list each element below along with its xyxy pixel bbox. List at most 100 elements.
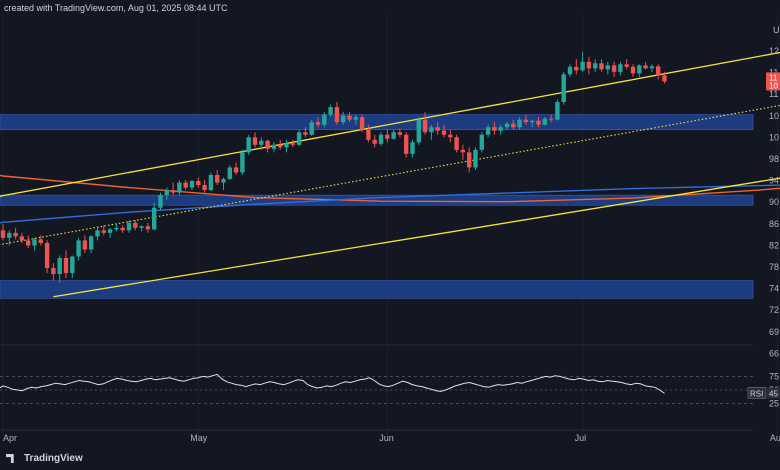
candle-bearish[interactable] xyxy=(82,235,88,253)
candle-bullish[interactable] xyxy=(567,64,573,77)
candle-bearish[interactable] xyxy=(170,182,176,196)
candle-bullish[interactable] xyxy=(32,237,37,251)
candle-bullish[interactable] xyxy=(649,64,655,72)
candle-bullish[interactable] xyxy=(259,137,264,150)
candle-bullish[interactable] xyxy=(114,224,119,232)
candle-bearish[interactable] xyxy=(448,129,453,143)
candle-bearish[interactable] xyxy=(101,225,106,236)
candle-bullish[interactable] xyxy=(416,117,421,145)
candle-bullish[interactable] xyxy=(271,142,277,153)
candle-bearish[interactable] xyxy=(366,124,371,143)
candles[interactable] xyxy=(0,51,667,284)
candle-bullish[interactable] xyxy=(328,104,333,118)
candle-bullish[interactable] xyxy=(89,235,94,253)
candle-bullish[interactable] xyxy=(391,129,396,140)
candle-bearish[interactable] xyxy=(404,132,409,158)
candle-bearish[interactable] xyxy=(145,222,151,233)
candle-bearish[interactable] xyxy=(265,139,270,153)
candle-bullish[interactable] xyxy=(158,192,163,211)
candle-bullish[interactable] xyxy=(139,225,144,232)
candle-bearish[interactable] xyxy=(44,240,50,274)
candle-bullish[interactable] xyxy=(378,132,384,146)
candle-bullish[interactable] xyxy=(542,117,547,126)
candle-bullish[interactable] xyxy=(126,220,132,233)
candle-bearish[interactable] xyxy=(656,64,661,80)
candle-bullish[interactable] xyxy=(296,129,302,146)
candle-bearish[interactable] xyxy=(315,117,321,128)
candle-bullish[interactable] xyxy=(530,119,535,128)
candle-bullish[interactable] xyxy=(593,59,598,72)
candle-bullish[interactable] xyxy=(76,237,81,261)
candle-bearish[interactable] xyxy=(13,227,18,240)
candle-bearish[interactable] xyxy=(38,235,43,246)
candle-bearish[interactable] xyxy=(574,59,579,75)
candle-bearish[interactable] xyxy=(215,169,220,186)
candle-bearish[interactable] xyxy=(334,102,340,125)
candle-bullish[interactable] xyxy=(473,147,478,170)
candle-bearish[interactable] xyxy=(183,180,188,191)
candle-bearish[interactable] xyxy=(492,122,497,135)
candle-bullish[interactable] xyxy=(227,164,232,181)
candle-bearish[interactable] xyxy=(233,162,239,175)
candle-bullish[interactable] xyxy=(637,64,642,77)
candle-bearish[interactable] xyxy=(133,220,138,231)
candle-bullish[interactable] xyxy=(152,202,157,231)
candle-bearish[interactable] xyxy=(611,61,617,77)
candle-bullish[interactable] xyxy=(479,132,484,153)
candle-bearish[interactable] xyxy=(19,232,25,243)
candle-bullish[interactable] xyxy=(95,227,100,241)
candle-bearish[interactable] xyxy=(385,129,390,143)
candle-bullish[interactable] xyxy=(309,119,314,136)
candle-bearish[interactable] xyxy=(523,114,529,125)
candle-bearish[interactable] xyxy=(252,132,258,148)
candle-bearish[interactable] xyxy=(586,56,592,75)
candle-bearish[interactable] xyxy=(454,134,459,153)
candle-bullish[interactable] xyxy=(70,255,75,279)
candle-bearish[interactable] xyxy=(397,128,403,138)
candle-bearish[interactable] xyxy=(536,117,541,128)
candle-bullish[interactable] xyxy=(164,187,169,201)
candle-bearish[interactable] xyxy=(26,235,31,248)
candle-bearish[interactable] xyxy=(63,250,69,279)
candle-bearish[interactable] xyxy=(51,263,56,281)
candle-bearish[interactable] xyxy=(548,114,554,123)
candle-bearish[interactable] xyxy=(511,119,516,130)
candle-bullish[interactable] xyxy=(177,180,182,196)
candle-bearish[interactable] xyxy=(630,64,636,77)
candle-bullish[interactable] xyxy=(341,112,346,125)
candle-bullish[interactable] xyxy=(221,177,226,191)
candle-bullish[interactable] xyxy=(284,139,289,153)
candle-bullish[interactable] xyxy=(555,99,560,121)
candle-bearish[interactable] xyxy=(624,59,629,70)
candle-bullish[interactable] xyxy=(410,139,415,158)
candle-bearish[interactable] xyxy=(359,114,365,133)
candle-bearish[interactable] xyxy=(599,59,604,72)
candle-bearish[interactable] xyxy=(290,139,295,148)
candle-bullish[interactable] xyxy=(504,122,510,130)
candle-bearish[interactable] xyxy=(347,112,352,123)
candle-bullish[interactable] xyxy=(322,112,327,128)
candle-bearish[interactable] xyxy=(303,127,308,138)
candle-bullish[interactable] xyxy=(208,172,214,192)
candle-bullish[interactable] xyxy=(561,71,566,105)
candle-bullish[interactable] xyxy=(246,134,251,155)
candle-bullish[interactable] xyxy=(240,149,245,175)
candle-bullish[interactable] xyxy=(353,114,358,125)
candle-bearish[interactable] xyxy=(278,139,283,150)
candle-bullish[interactable] xyxy=(517,117,522,130)
candle-bearish[interactable] xyxy=(435,122,440,135)
candle-bearish[interactable] xyxy=(441,124,447,138)
candle-bearish[interactable] xyxy=(0,224,6,241)
candle-bearish[interactable] xyxy=(467,147,472,173)
candle-bearish[interactable] xyxy=(643,61,648,70)
candle-bearish[interactable] xyxy=(196,177,201,188)
candle-bullish[interactable] xyxy=(189,180,195,191)
candle-bullish[interactable] xyxy=(498,124,503,135)
candle-bearish[interactable] xyxy=(372,134,377,148)
candle-bullish[interactable] xyxy=(580,51,585,72)
candle-bullish[interactable] xyxy=(57,255,62,284)
candle-bearish[interactable] xyxy=(120,225,125,233)
candle-bullish[interactable] xyxy=(107,227,113,238)
candle-bearish[interactable] xyxy=(422,112,428,135)
